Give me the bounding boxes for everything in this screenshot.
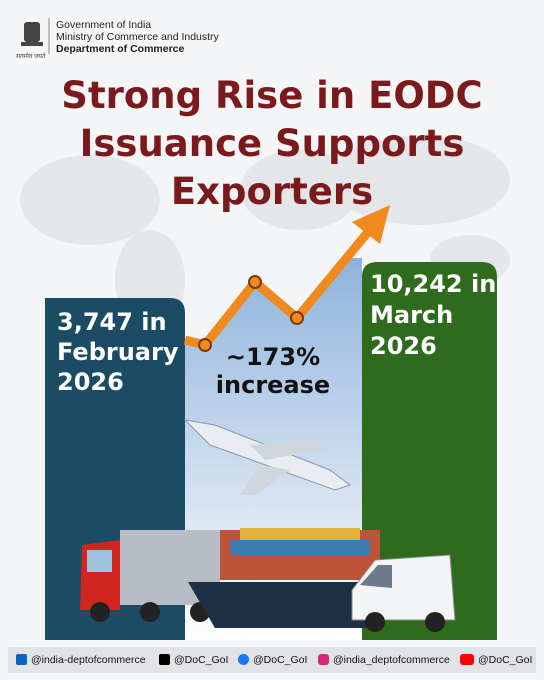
airplane xyxy=(183,419,352,495)
february-stat: February xyxy=(57,338,179,366)
van xyxy=(351,554,456,632)
container-ship xyxy=(188,528,395,628)
title-line: Issuance Supports xyxy=(80,122,465,165)
increase-text: ~173% xyxy=(226,343,320,371)
truck xyxy=(80,530,220,622)
footer-bar xyxy=(8,647,536,673)
header-line: Government of India xyxy=(56,19,151,31)
world-map xyxy=(20,135,510,330)
youtube-icon[interactable] xyxy=(460,654,474,665)
social-handle[interactable]: @india_deptofcommerce xyxy=(333,654,450,666)
instagram-icon[interactable] xyxy=(318,654,329,665)
social-handle[interactable]: @india-deptofcommerce xyxy=(31,654,146,666)
trend-points xyxy=(198,275,304,352)
linkedin-icon[interactable] xyxy=(16,654,27,665)
header-line: Department of Commerce xyxy=(56,43,185,55)
increase-text: increase xyxy=(216,371,330,399)
march-stat: March xyxy=(370,301,453,329)
february-stat: 2026 xyxy=(57,368,124,396)
title-line: Exporters xyxy=(171,170,373,213)
social-handle[interactable]: @DoC_GoI xyxy=(174,654,228,666)
emblem xyxy=(21,22,43,46)
february-stat: 3,747 in xyxy=(57,308,167,336)
march-panel xyxy=(362,262,497,640)
march-stat: 10,242 in xyxy=(370,270,496,298)
arrow-head xyxy=(352,205,390,244)
facebook-icon[interactable] xyxy=(238,654,249,665)
x-icon[interactable] xyxy=(159,654,170,665)
header-line: Ministry of Commerce and Industry xyxy=(56,31,220,43)
title-line: Strong Rise in EODC xyxy=(61,74,482,117)
social-handle[interactable]: @DoC_GoI xyxy=(478,654,532,666)
march-stat: 2026 xyxy=(370,332,437,360)
social-handle[interactable]: @DoC_GoI xyxy=(253,654,307,666)
emblem-motto: सत्यमेव जयते xyxy=(16,52,46,60)
